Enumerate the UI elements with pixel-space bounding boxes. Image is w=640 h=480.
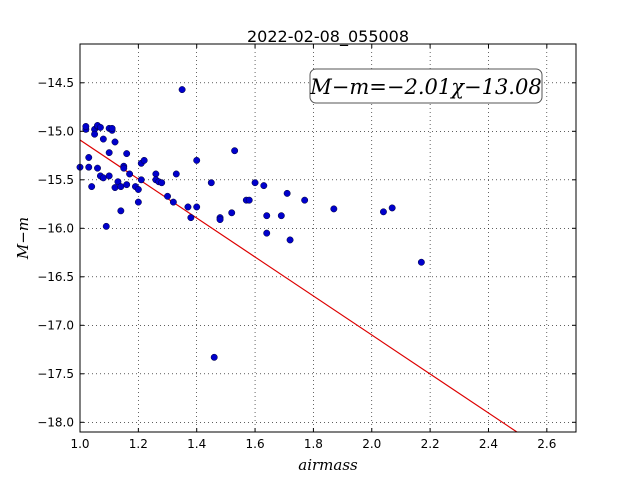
x-axis-label: airmass xyxy=(298,456,358,474)
data-point xyxy=(123,150,131,158)
data-point xyxy=(117,207,125,215)
data-point xyxy=(169,198,177,206)
data-point xyxy=(82,123,90,130)
chart-title: 2022-02-08_055008 xyxy=(247,27,409,47)
fit-line xyxy=(79,139,518,433)
data-point xyxy=(172,170,180,178)
data-point xyxy=(184,203,192,211)
data-point xyxy=(99,174,107,182)
data-point xyxy=(330,205,338,213)
data-point xyxy=(187,214,195,222)
fit-equation: M−m=−2.01χ−13.08 xyxy=(309,75,541,99)
y-tick-label: −15.0 xyxy=(37,124,74,138)
y-tick-label: −17.0 xyxy=(37,318,74,332)
x-tick-label: 1.4 xyxy=(187,437,206,451)
data-point xyxy=(123,181,131,189)
data-point xyxy=(251,179,259,187)
data-point xyxy=(85,163,93,171)
data-point xyxy=(283,189,291,197)
data-point xyxy=(96,123,104,131)
x-tick-label: 1.0 xyxy=(70,437,89,451)
data-point xyxy=(111,138,119,146)
data-point xyxy=(102,222,110,230)
fit-line-group xyxy=(79,139,518,433)
equation-box-frame xyxy=(309,68,543,104)
equation-box: M−m=−2.01χ−13.08 xyxy=(309,68,543,104)
data-point xyxy=(126,170,134,178)
plot-area xyxy=(80,44,576,432)
data-point xyxy=(228,209,236,217)
data-point xyxy=(137,176,145,184)
data-point xyxy=(210,353,218,361)
data-point xyxy=(134,198,142,206)
data-point xyxy=(216,216,224,224)
x-tick-label: 2.2 xyxy=(421,437,440,451)
x-tick-label: 1.8 xyxy=(304,437,323,451)
y-tick-label: −14.5 xyxy=(37,76,74,90)
data-point xyxy=(231,147,239,155)
data-points xyxy=(76,86,425,361)
data-point xyxy=(88,183,96,191)
data-point xyxy=(263,229,271,237)
data-point xyxy=(388,204,396,212)
data-point xyxy=(85,154,93,161)
data-point xyxy=(301,196,309,204)
data-point xyxy=(207,179,215,187)
x-tick-label: 1.2 xyxy=(129,437,148,451)
data-point xyxy=(245,196,253,204)
y-tick-label: −17.5 xyxy=(37,367,74,381)
data-point xyxy=(134,186,142,193)
data-point xyxy=(263,212,271,220)
axis-ticks: 1.0 1.2 1.4 1.6 1.8 2.0 2.2 2.4 2.6 −14.5 −15.0 −15… xyxy=(37,44,576,451)
data-point xyxy=(105,172,113,180)
data-point xyxy=(193,156,201,164)
y-tick-label: −15.5 xyxy=(37,173,74,187)
data-point xyxy=(158,179,166,187)
data-point xyxy=(140,156,148,164)
data-point xyxy=(417,258,425,266)
data-point xyxy=(105,149,113,157)
data-point xyxy=(277,212,285,220)
y-axis-label: M−m xyxy=(14,217,32,260)
data-point xyxy=(379,208,387,216)
data-point xyxy=(164,192,171,200)
data-point xyxy=(178,86,186,94)
data-point xyxy=(193,203,201,211)
data-point xyxy=(286,236,294,244)
data-point xyxy=(99,135,107,143)
y-tick-label: −18.0 xyxy=(37,415,74,429)
data-point xyxy=(91,130,99,138)
x-tick-label: 2.4 xyxy=(479,437,498,451)
data-point xyxy=(94,164,101,172)
x-tick-label: 1.6 xyxy=(246,437,265,451)
data-point xyxy=(120,164,128,172)
data-point xyxy=(152,170,160,178)
data-point xyxy=(117,183,125,191)
y-tick-label: −16.0 xyxy=(37,221,74,235)
x-tick-label: 2.6 xyxy=(537,437,556,451)
data-point xyxy=(108,124,116,132)
plot-frame xyxy=(79,43,577,433)
data-point xyxy=(111,184,119,192)
data-point xyxy=(260,182,268,190)
x-tick-label: 2.0 xyxy=(362,437,381,451)
y-tick-label: −16.5 xyxy=(37,270,74,284)
